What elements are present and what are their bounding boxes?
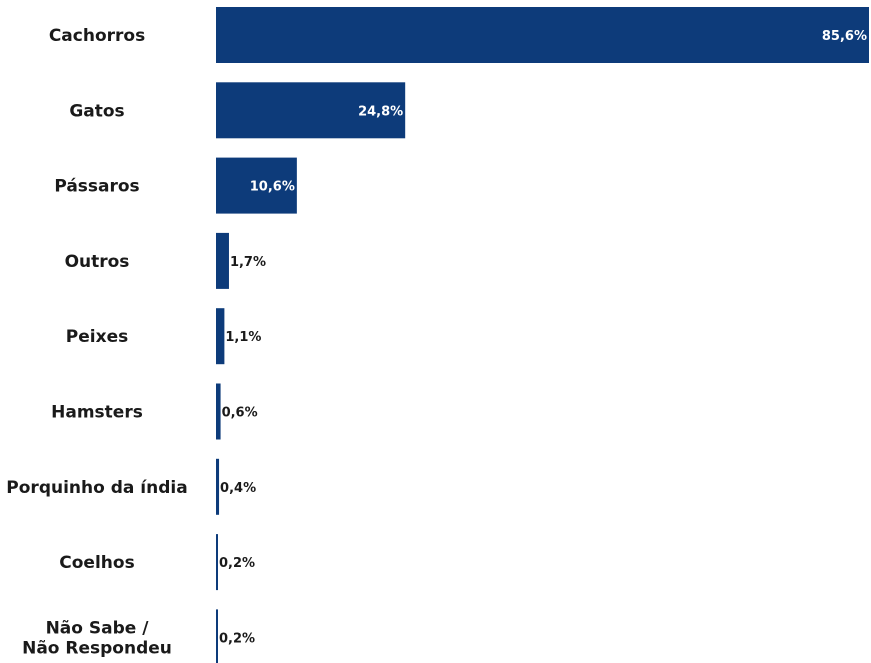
value-labels-layer: 85,6% 24,8% 10,6% 1,7% 1,1% 0,6% 0,4% 0,2% 0,2% [219, 29, 867, 646]
bar-peixes [216, 308, 225, 365]
bar-porquinho-da-india [216, 458, 220, 515]
category-label-coelhos: Coelhos [59, 553, 134, 573]
category-label-porquinho-da-india: Porquinho da índia [6, 478, 187, 498]
bar-nao-sabe-nao-respondeu [216, 609, 218, 663]
value-label-hamsters: 0,6% [222, 406, 258, 421]
category-label-line: Gatos [69, 101, 124, 121]
category-label-outros: Outros [65, 252, 130, 272]
category-label-line: Coelhos [59, 553, 134, 573]
bar-hamsters [216, 383, 221, 440]
bar-outros [216, 232, 229, 289]
value-label-porquinho-da-india: 0,4% [220, 481, 256, 496]
category-label-line: Peixes [66, 327, 128, 347]
category-label-line: Não Respondeu [22, 638, 172, 658]
value-label-nao-sabe-nao-respondeu: 0,2% [219, 631, 255, 646]
value-label-outros: 1,7% [230, 255, 266, 270]
category-label-peixes: Peixes [66, 327, 128, 347]
category-label-gatos: Gatos [69, 101, 124, 121]
bars-layer [216, 7, 869, 663]
value-label-coelhos: 0,2% [219, 556, 255, 571]
bar-cachorros [216, 7, 869, 63]
category-label-line: Cachorros [49, 26, 145, 46]
value-label-cachorros: 85,6% [822, 29, 867, 44]
value-label-passaros: 10,6% [250, 180, 295, 195]
category-label-line: Pássaros [54, 177, 139, 197]
category-label-nao-sabe-nao-respondeu: Não Sabe / Não Respondeu [22, 618, 172, 658]
category-label-line: Outros [65, 252, 130, 272]
value-label-gatos: 24,8% [358, 104, 403, 119]
category-label-hamsters: Hamsters [51, 403, 143, 423]
category-label-line: Não Sabe / [46, 618, 150, 638]
value-label-peixes: 1,1% [225, 330, 261, 345]
category-label-cachorros: Cachorros [49, 26, 145, 46]
category-label-line: Hamsters [51, 403, 143, 423]
category-label-line: Porquinho da índia [6, 478, 187, 498]
category-labels-layer: Cachorros Gatos Pássaros Outros Peixes Hamste… [6, 26, 187, 658]
bar-coelhos [216, 534, 218, 591]
bar-gatos [216, 82, 406, 139]
category-label-passaros: Pássaros [54, 177, 139, 197]
bar-passaros [216, 157, 297, 214]
